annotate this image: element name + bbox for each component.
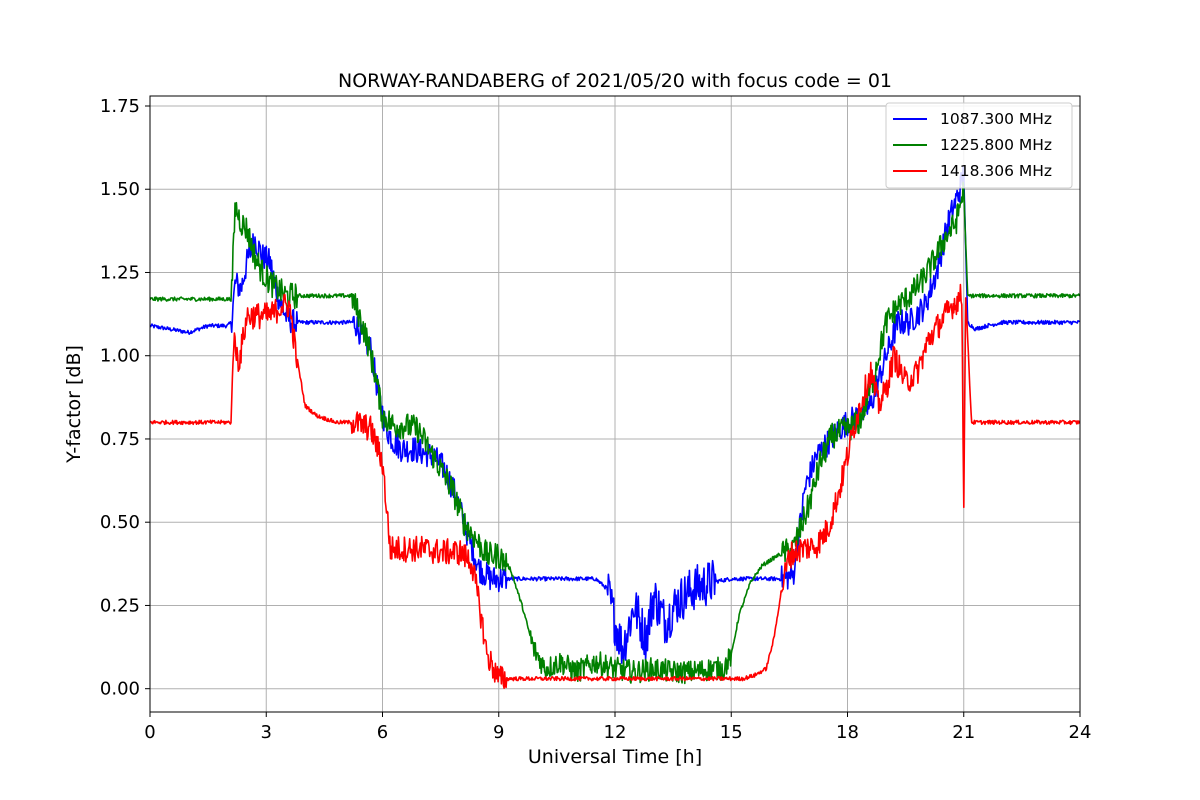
y-tick-label: 0.00: [100, 679, 140, 700]
y-tick-label: 0.25: [100, 595, 140, 616]
chart-title: NORWAY-RANDABERG of 2021/05/20 with focu…: [338, 70, 892, 92]
x-tick-label: 6: [377, 722, 388, 743]
y-tick-label: 1.75: [100, 96, 140, 117]
series-line-1225-800: [150, 181, 1080, 685]
legend-label-1087: 1087.300 MHz: [940, 110, 1052, 128]
x-tick-label: 24: [1069, 722, 1092, 743]
series-line-1087-300: [150, 165, 1080, 664]
x-tick-label: 3: [261, 722, 272, 743]
x-tick-label: 21: [952, 722, 975, 743]
y-tick-label: 1.00: [100, 346, 140, 367]
x-tick-label: 15: [720, 722, 743, 743]
x-tick-label: 0: [144, 722, 155, 743]
legend-label-1225: 1225.800 MHz: [940, 136, 1052, 154]
y-tick-label: 1.25: [100, 262, 140, 283]
legend-label-1418: 1418.306 MHz: [940, 162, 1052, 180]
series-line-1418-306: [150, 283, 1080, 690]
y-tick-label: 0.75: [100, 429, 140, 450]
x-tick-label: 18: [836, 722, 859, 743]
ticks: 0 3 6 9 12 15 18 21 24 0.00 0.25 0.50 0.75 1.00 1.25 1.…: [100, 96, 1092, 743]
x-tick-label: 9: [493, 722, 504, 743]
y-tick-label: 1.50: [100, 179, 140, 200]
legend-box: [885, 102, 1073, 189]
x-tick-label: 12: [604, 722, 627, 743]
x-axis-label: Universal Time [h]: [528, 746, 702, 768]
legend: 1087.300 MHz 1225.800 MHz 1418.306 MHz: [885, 102, 1073, 189]
y-axis-label: Y-factor [dB]: [63, 345, 85, 464]
series-layer: [150, 165, 1080, 690]
y-tick-label: 0.50: [100, 512, 140, 533]
